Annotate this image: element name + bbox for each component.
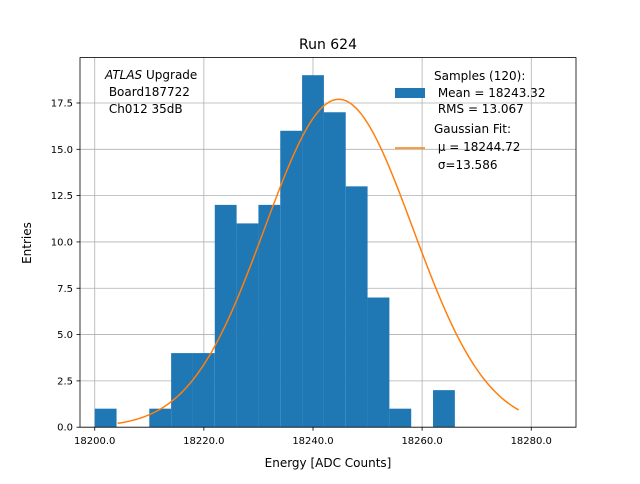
chart-title: Run 624 [299, 37, 357, 53]
legend-hist-line-1: Samples (120): [434, 69, 525, 83]
annotation-atlas: ATLAS [104, 68, 143, 82]
fit-curve [117, 98, 520, 425]
histogram-bars [94, 75, 455, 428]
x-tick-label: 18280.0 [511, 436, 552, 447]
histogram-bar [345, 186, 368, 428]
histogram-bar [258, 204, 281, 428]
x-tick-label: 18220.0 [183, 436, 224, 447]
y-tick-label: 5.0 [57, 330, 73, 341]
legend-hist-line-3: RMS = 13.067 [434, 102, 524, 116]
annotation-line-3: Ch012 35dB [105, 102, 183, 116]
legend-fit-line-1: Gaussian Fit: [434, 122, 511, 136]
histogram-bar [94, 408, 117, 428]
y-axis-label: Entries [20, 222, 34, 264]
histogram-bar [389, 408, 412, 428]
y-tick-label: 7.5 [57, 284, 73, 295]
legend-fit-line-3: σ=13.586 [434, 158, 497, 172]
legend-hist-line-2: Mean = 18243.32 [434, 86, 545, 100]
legend-hist-swatch [395, 88, 425, 98]
annotation-line-2: Board187722 [105, 85, 190, 99]
y-tick-label: 10.0 [51, 237, 73, 248]
legend: Samples (120): Mean = 18243.32 RMS = 13.… [395, 69, 545, 172]
histogram-bar [433, 390, 455, 428]
x-axis-label: Energy [ADC Counts] [265, 456, 392, 470]
histogram-bar [149, 408, 172, 428]
gaussian-fit [117, 98, 520, 425]
y-tick-label: 0.0 [57, 423, 73, 434]
y-axis-ticks: 0.0 2.5 5.0 7.5 10.0 12.5 15.0 17.5 [51, 98, 80, 434]
y-tick-label: 17.5 [51, 98, 73, 109]
histogram-bar [236, 223, 259, 428]
histogram-bar [323, 112, 346, 428]
plot-frame [79, 57, 577, 428]
x-tick-label: 18260.0 [401, 436, 442, 447]
legend-fit-line-2: μ = 18244.72 [434, 140, 520, 154]
histogram-bar [302, 75, 324, 428]
atlas-annotation: ATLAS Upgrade Board187722 Ch012 35dB [104, 68, 197, 116]
annotation-upgrade: Upgrade [142, 68, 197, 82]
y-tick-label: 15.0 [51, 145, 73, 156]
y-tick-label: 2.5 [57, 376, 73, 387]
histogram-bar [214, 204, 237, 428]
annotation-line-1: ATLAS Upgrade [104, 68, 197, 82]
histogram-bar [367, 297, 390, 428]
x-axis-ticks: 18200.0 18220.0 18240.0 18260.0 18280.0 [74, 427, 552, 447]
x-tick-label: 18200.0 [74, 436, 115, 447]
histogram-bar [171, 353, 193, 428]
x-tick-label: 18240.0 [292, 436, 333, 447]
histogram-bar [280, 130, 303, 428]
y-tick-label: 12.5 [51, 191, 73, 202]
